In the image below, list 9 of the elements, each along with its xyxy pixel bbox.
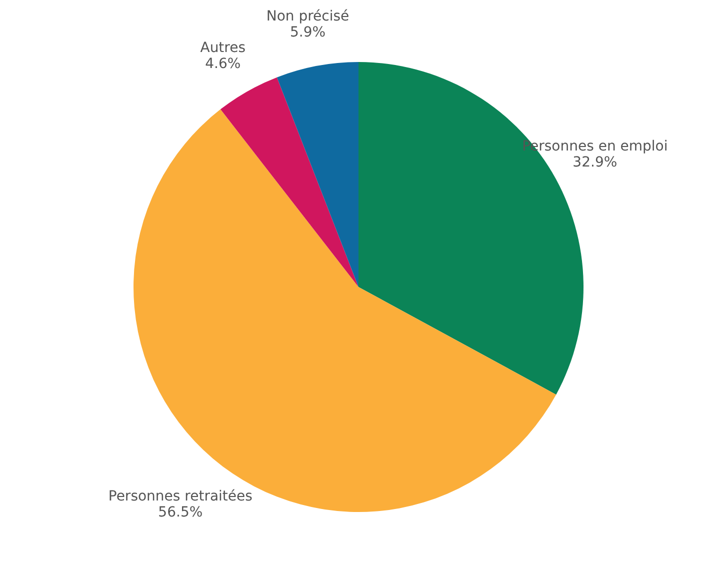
- slice-label: Personnes retraitées: [108, 488, 252, 505]
- pie-slice: [276, 62, 358, 287]
- data-label: 32.9%: [572, 154, 618, 171]
- slice-label: Non précisé: [266, 8, 350, 25]
- data-label: 5.9%: [290, 24, 326, 41]
- pie-slice: [220, 77, 358, 287]
- data-label: 56.5%: [158, 504, 203, 521]
- slice-label: Autres: [200, 40, 246, 56]
- data-label: 4.6%: [205, 56, 241, 72]
